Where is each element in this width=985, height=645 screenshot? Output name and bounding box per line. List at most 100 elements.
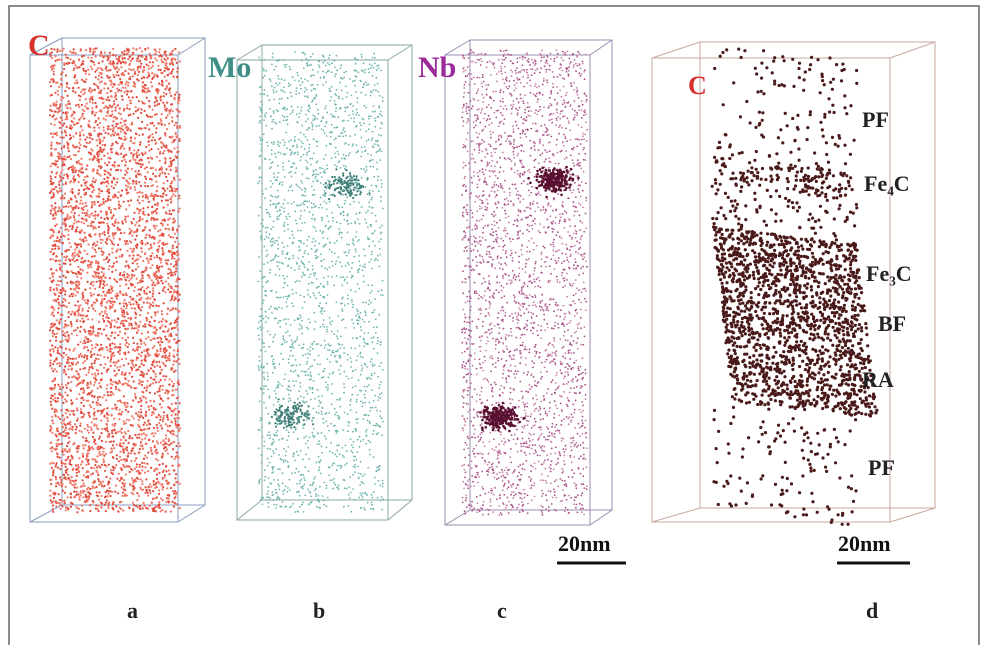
atom — [156, 190, 158, 192]
atom — [72, 169, 74, 171]
atom — [128, 442, 130, 444]
atom — [101, 372, 103, 374]
atom — [142, 507, 144, 509]
atom — [147, 495, 149, 497]
atom — [65, 325, 67, 327]
atom — [144, 492, 146, 494]
atom — [83, 189, 85, 191]
atom — [132, 493, 134, 495]
atom — [147, 197, 149, 199]
atom — [361, 499, 363, 501]
atom — [176, 108, 178, 110]
atom — [118, 191, 120, 193]
atom — [78, 283, 80, 285]
atom — [59, 276, 61, 278]
atom — [119, 255, 121, 257]
atom — [61, 169, 63, 171]
atom — [135, 153, 137, 155]
atom — [108, 172, 110, 174]
atom — [159, 160, 161, 162]
atom — [54, 206, 56, 208]
atom — [62, 490, 64, 492]
atom — [330, 113, 332, 115]
atom — [69, 358, 71, 360]
atom — [89, 404, 91, 406]
atom — [60, 508, 62, 510]
atom — [53, 360, 55, 362]
atom — [280, 353, 282, 355]
atom — [120, 131, 122, 133]
atom — [72, 135, 74, 137]
atom — [55, 269, 57, 271]
atom — [133, 68, 135, 70]
atom — [85, 146, 87, 148]
atom — [157, 195, 159, 197]
atom — [327, 343, 329, 345]
atom — [78, 119, 80, 121]
atom — [68, 437, 70, 439]
atom — [265, 499, 267, 501]
atom — [49, 490, 51, 492]
atom — [175, 281, 177, 283]
atom — [363, 62, 365, 64]
atom — [163, 476, 165, 478]
atom — [105, 170, 107, 172]
atom — [101, 440, 103, 442]
atom — [82, 482, 84, 484]
atom — [85, 168, 87, 170]
atom — [79, 368, 81, 370]
atom — [133, 142, 135, 144]
atom — [147, 508, 149, 510]
atom — [66, 362, 68, 364]
atom — [148, 105, 150, 107]
atom — [127, 411, 129, 413]
atom — [149, 392, 151, 394]
atom — [88, 441, 90, 443]
atom — [156, 59, 158, 61]
atom — [110, 365, 112, 367]
atom — [101, 69, 103, 71]
atom — [77, 361, 79, 363]
atom — [61, 397, 63, 399]
atom — [287, 446, 289, 448]
atom — [144, 356, 146, 358]
atom — [69, 461, 71, 463]
atom — [66, 86, 68, 88]
atom — [287, 124, 289, 126]
atom — [81, 460, 83, 462]
atom — [162, 249, 164, 251]
atom — [284, 374, 286, 376]
atom — [167, 259, 169, 261]
atom — [67, 324, 69, 326]
atom — [66, 478, 68, 480]
atom — [87, 243, 89, 245]
atom — [98, 480, 100, 482]
atom — [357, 355, 359, 357]
atom — [135, 106, 137, 108]
atom — [75, 329, 77, 331]
atom — [123, 488, 125, 490]
atom — [284, 222, 286, 224]
atom — [150, 467, 152, 469]
atom — [132, 52, 134, 54]
atom — [271, 64, 273, 66]
atom — [172, 110, 174, 112]
atom — [151, 414, 153, 416]
atom — [116, 444, 118, 446]
atom — [77, 373, 79, 375]
atom — [84, 250, 86, 252]
atom — [64, 450, 66, 452]
atom — [154, 373, 156, 375]
atom — [159, 350, 161, 352]
atom — [96, 424, 98, 426]
atom — [154, 49, 156, 51]
atom — [146, 77, 148, 79]
atom — [177, 382, 179, 384]
atom — [102, 318, 104, 320]
atom — [60, 116, 62, 118]
atom — [123, 74, 125, 76]
atom — [306, 129, 308, 131]
atom — [151, 139, 153, 141]
atom — [73, 175, 75, 177]
atom — [156, 185, 158, 187]
